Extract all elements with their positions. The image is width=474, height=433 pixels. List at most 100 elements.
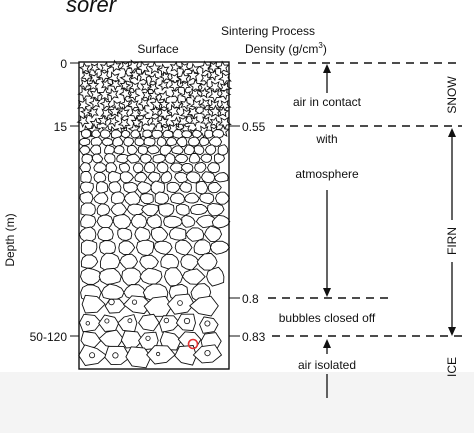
firn-grain bbox=[189, 152, 201, 164]
snow-crystal bbox=[97, 114, 110, 127]
ice-grain bbox=[166, 293, 195, 315]
firn-grain bbox=[136, 181, 153, 194]
firn-grain bbox=[204, 144, 217, 155]
surface-label: Surface bbox=[137, 42, 179, 56]
with-label: with bbox=[315, 132, 337, 146]
snow-crystal bbox=[137, 113, 152, 128]
firn-grain bbox=[136, 239, 154, 256]
firn-grain bbox=[189, 203, 209, 216]
firn-grain bbox=[153, 240, 173, 255]
snow-crystal bbox=[116, 106, 130, 120]
firn-grain bbox=[78, 137, 91, 147]
snow-crystal bbox=[89, 87, 103, 102]
firn-grain bbox=[185, 171, 201, 184]
snow-crystal bbox=[179, 80, 192, 93]
snow-crystal bbox=[106, 87, 119, 102]
snow-crystal bbox=[147, 89, 161, 102]
firn-grain bbox=[142, 129, 153, 139]
firn-grain bbox=[194, 161, 207, 173]
firn-grain bbox=[176, 136, 188, 148]
firn-grain bbox=[193, 145, 205, 156]
firn-grain bbox=[78, 226, 97, 243]
ice-grain bbox=[81, 294, 106, 314]
snow-crystal bbox=[108, 104, 122, 118]
air-bubble bbox=[145, 335, 151, 341]
snow-crystal bbox=[106, 71, 121, 86]
air-isolated-up-arrowhead bbox=[323, 339, 331, 348]
snow-crystal bbox=[208, 69, 220, 82]
firn-grain bbox=[110, 202, 128, 217]
firn-grain bbox=[207, 162, 221, 174]
air-bubble bbox=[104, 318, 110, 324]
snow-crystal bbox=[209, 116, 221, 128]
firn-grain bbox=[126, 145, 138, 155]
firn-grain bbox=[139, 193, 154, 205]
ice-grain bbox=[125, 346, 152, 369]
firn-grain bbox=[120, 129, 131, 138]
ice-grain bbox=[117, 314, 138, 333]
snow-crystal bbox=[137, 97, 150, 110]
snow-crystal bbox=[198, 86, 211, 99]
snow-crystal bbox=[128, 88, 141, 102]
snow-crystal bbox=[168, 79, 182, 93]
ice-grain bbox=[98, 329, 124, 349]
snow-crystal bbox=[78, 78, 92, 91]
snow-crystal bbox=[119, 71, 134, 86]
ice-grain bbox=[98, 314, 120, 332]
firn-grain bbox=[121, 267, 142, 286]
firn-grain bbox=[211, 129, 225, 139]
firn-grain bbox=[81, 153, 93, 165]
firn-grain bbox=[174, 153, 189, 164]
snow-crystal bbox=[197, 125, 211, 139]
cropped-header-text: sorer bbox=[66, 0, 118, 17]
firn-grain bbox=[132, 162, 144, 174]
snow-crystal bbox=[216, 60, 230, 75]
snow-crystal bbox=[108, 115, 120, 128]
atmosphere-label: atmosphere bbox=[295, 167, 359, 181]
ice-grain bbox=[146, 345, 176, 365]
firn-grain bbox=[214, 153, 225, 164]
firn-grain bbox=[99, 252, 121, 272]
snow-crystal bbox=[78, 61, 91, 74]
depth-label-0: 0 bbox=[60, 57, 67, 71]
firn-grain bbox=[89, 144, 102, 156]
density-label-055: 0.55 bbox=[242, 120, 266, 134]
snow-crystal bbox=[179, 98, 192, 111]
ice-grain bbox=[189, 295, 219, 317]
firn-grain bbox=[116, 153, 130, 164]
firn-grain bbox=[141, 203, 159, 217]
firn-grain bbox=[139, 254, 159, 270]
firn-grain bbox=[134, 137, 145, 147]
snow-crystal bbox=[135, 60, 150, 76]
firn-grain bbox=[152, 153, 167, 164]
firn-grain bbox=[166, 137, 178, 147]
red-bubble-marker bbox=[187, 338, 199, 350]
firn-grain bbox=[175, 203, 190, 216]
firn-grain bbox=[180, 254, 200, 271]
firn-grain bbox=[112, 136, 124, 148]
snow-crystal bbox=[169, 61, 182, 74]
firn-grain bbox=[96, 203, 111, 217]
firn-grain bbox=[98, 267, 122, 285]
snow-crystal bbox=[108, 59, 122, 73]
snow-crystal bbox=[188, 88, 202, 101]
firn-grain bbox=[181, 268, 206, 285]
ice-grain bbox=[192, 344, 223, 364]
bottom-band bbox=[0, 372, 474, 433]
firn-grain bbox=[193, 239, 212, 256]
snow-crystal bbox=[156, 115, 170, 129]
snow-crystal bbox=[189, 98, 203, 112]
firn-bracket-top-arrowhead bbox=[448, 128, 456, 137]
firn-grain bbox=[158, 203, 175, 217]
air-contact-up-arrowhead bbox=[323, 64, 331, 73]
firn-grain bbox=[80, 129, 92, 139]
firn-grain bbox=[130, 129, 141, 139]
firn-grain bbox=[154, 191, 170, 205]
air-in-contact-label: air in contact bbox=[293, 95, 362, 109]
snow-crystal bbox=[88, 72, 102, 86]
snow-crystal bbox=[100, 78, 113, 91]
firn-grain bbox=[123, 191, 141, 206]
firn-grain bbox=[180, 163, 194, 173]
snow-crystal bbox=[157, 79, 169, 92]
snow-crystal bbox=[198, 60, 212, 75]
